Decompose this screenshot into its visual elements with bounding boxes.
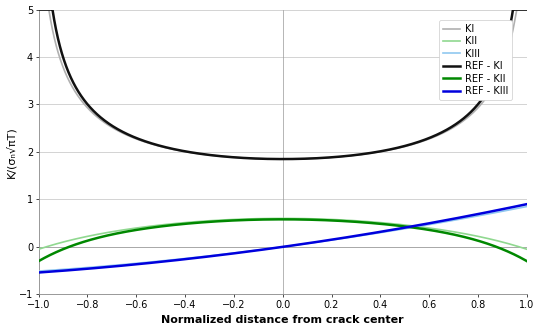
Y-axis label: K/(σₙ√πT): K/(σₙ√πT) bbox=[5, 126, 16, 178]
X-axis label: Normalized distance from crack center: Normalized distance from crack center bbox=[161, 315, 404, 325]
Legend: KI, KII, KIII, REF - KI, REF - KII, REF - KIII: KI, KII, KIII, REF - KI, REF - KII, REF … bbox=[438, 20, 512, 100]
